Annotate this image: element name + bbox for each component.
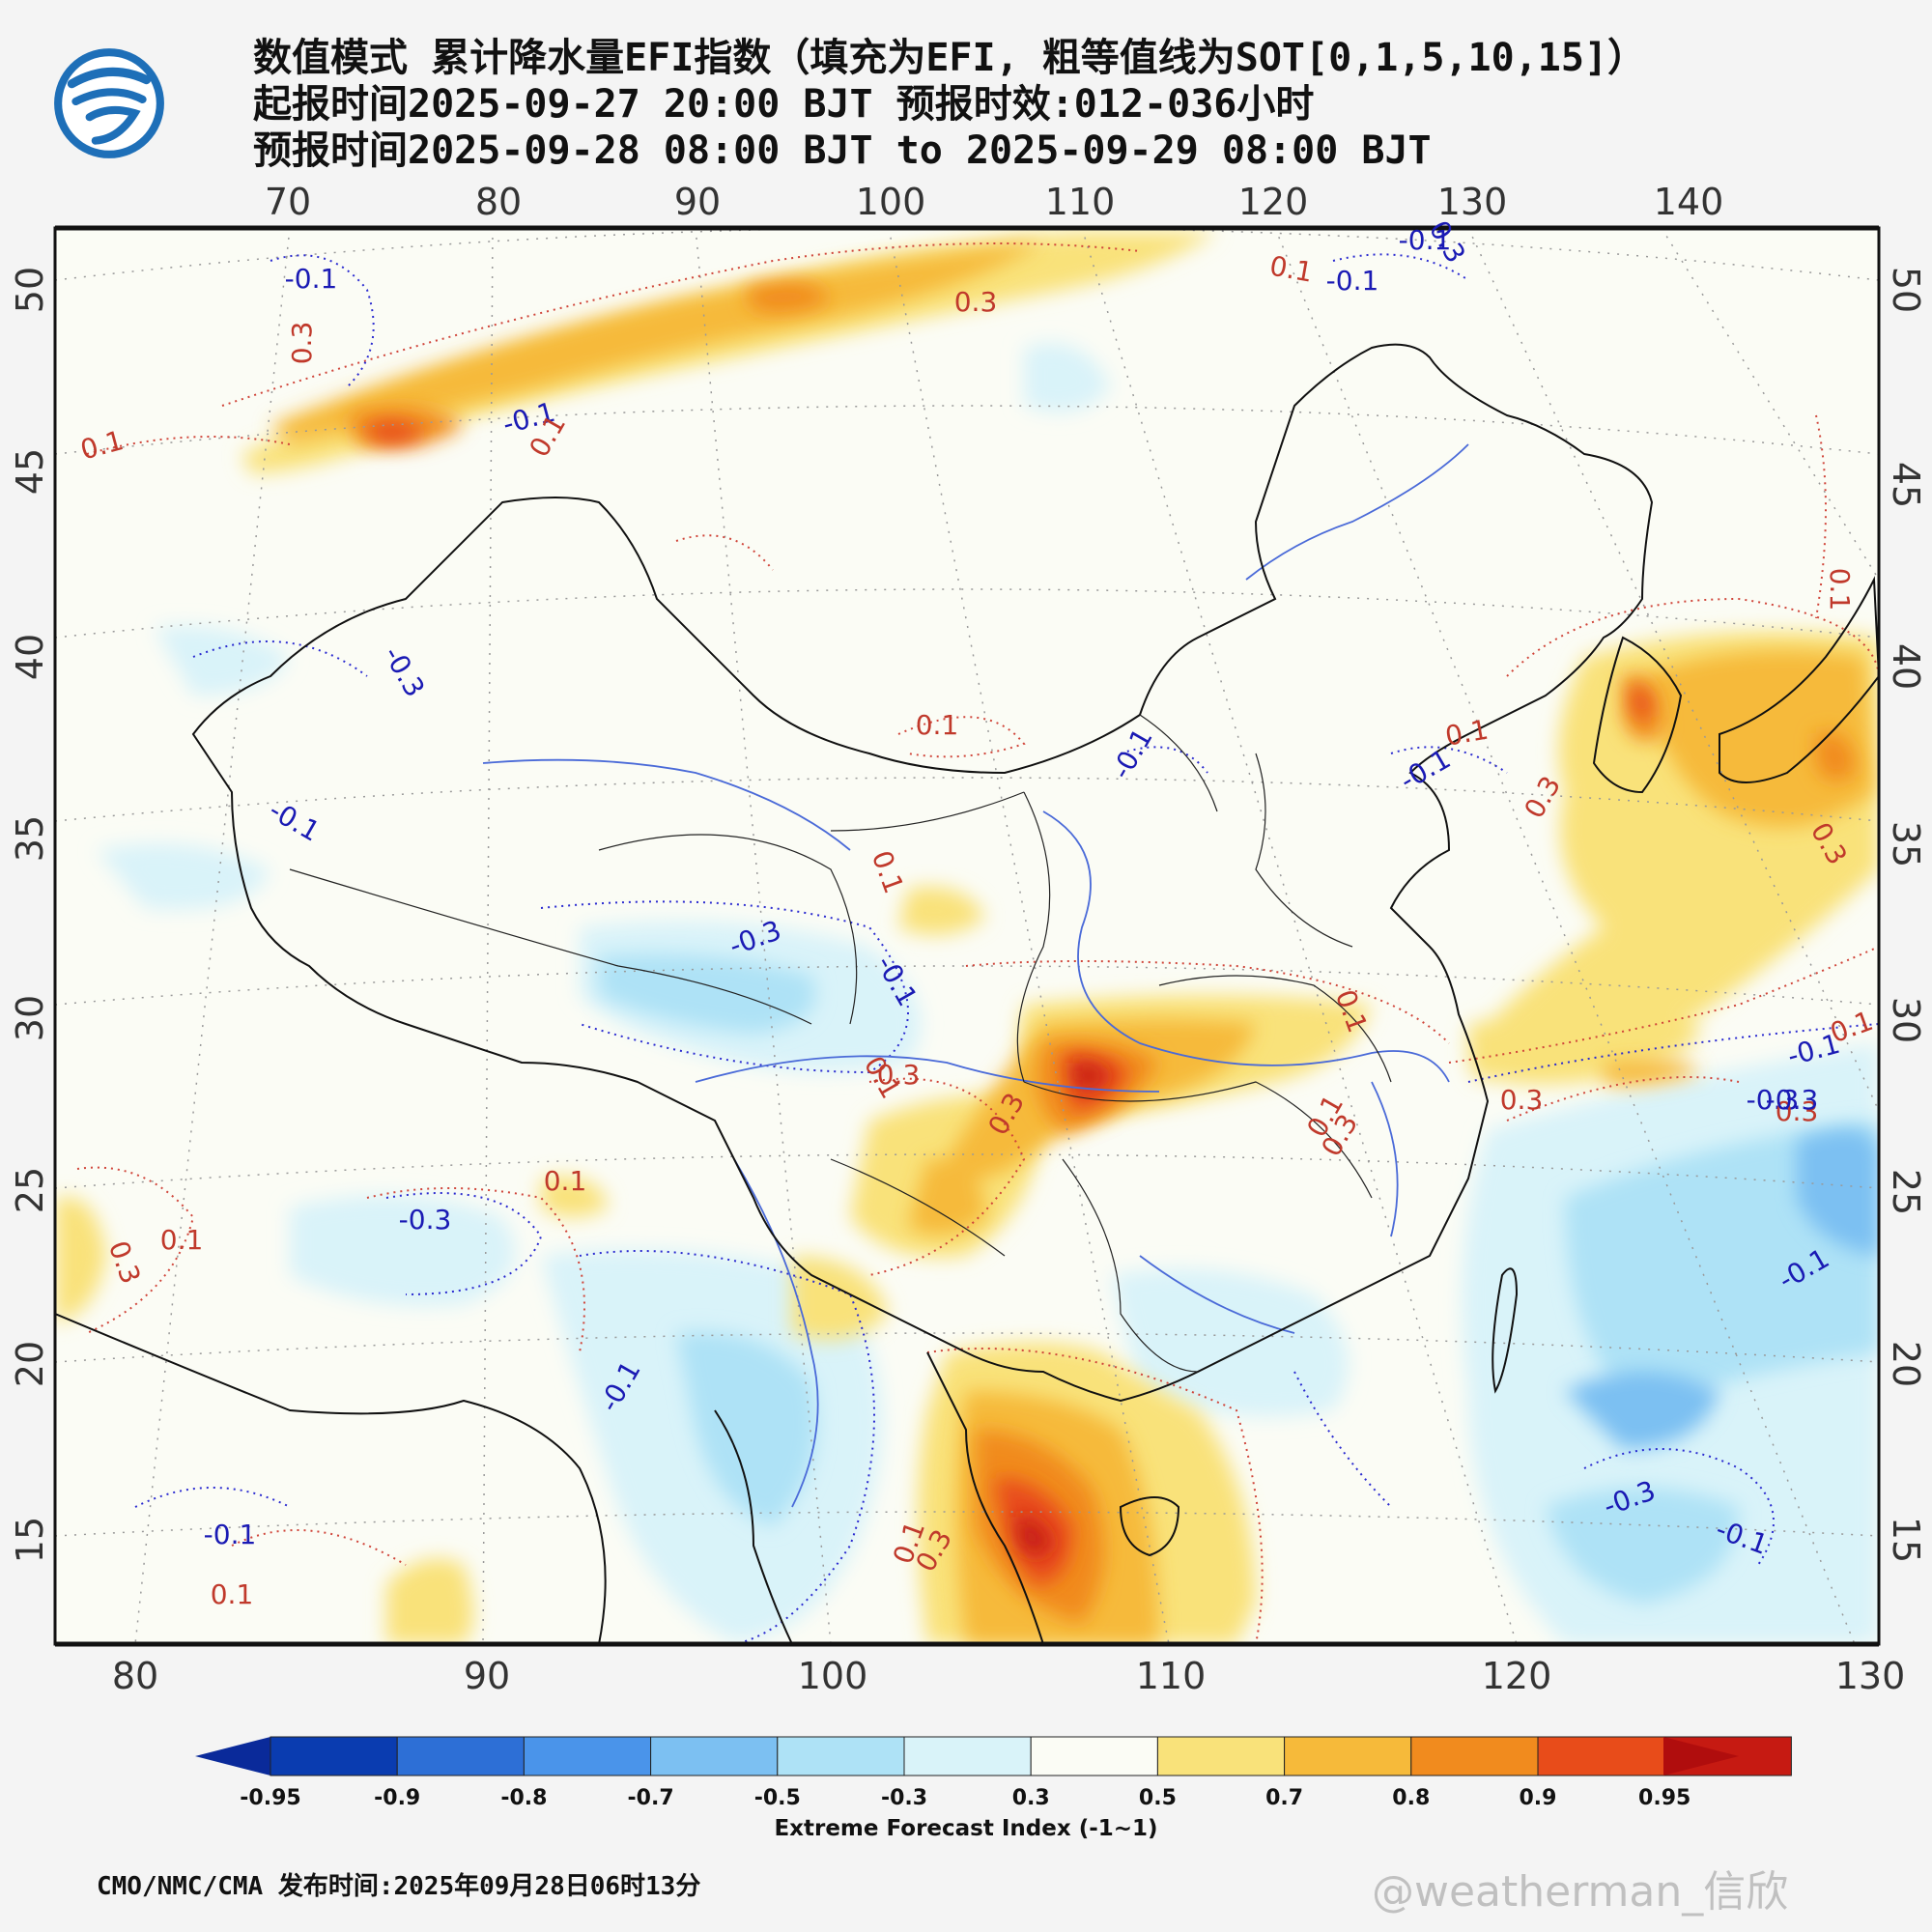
top-lon-tick: 140 [1654, 181, 1724, 223]
efi-negative-fill-2 [599, 953, 1879, 1604]
title-line-3: 预报时间2025-09-28 08:00 BJT to 2025-09-29 0… [253, 128, 1432, 173]
footer-source: CMO/NMC/CMA 发布时间:2025年09月28日06时13分 [97, 1872, 701, 1901]
contour-label: -0.3 [1766, 1084, 1819, 1116]
colorbar-label: -0.9 [374, 1786, 420, 1810]
efi-negative-fill-3 [1565, 1128, 1879, 1449]
colorbar-label: -0.3 [881, 1786, 927, 1810]
cma-logo [54, 48, 164, 158]
contour-label: 0.1 [1267, 250, 1316, 289]
contour-label: -0.1 [1399, 224, 1452, 256]
contour-label: 0.3 [1500, 1084, 1544, 1116]
contour-label: -0.3 [399, 1204, 452, 1236]
top-lon-tick: 120 [1238, 181, 1309, 223]
bottom-lon-tick: 80 [112, 1655, 158, 1697]
contour-label: 0.3 [954, 286, 998, 318]
colorbar-label: 0.9 [1520, 1786, 1557, 1810]
top-lon-tick: 80 [475, 181, 522, 223]
top-lon-tick: 100 [856, 181, 926, 223]
top-longitude-ticks: 70 80 90 100 110 120 130 140 [265, 181, 1723, 223]
top-lon-tick: 130 [1437, 181, 1508, 223]
colorbar-label: -0.5 [754, 1786, 801, 1810]
title-line-1: 数值模式 累计降水量EFI指数（填充为EFI, 粗等值线为SOT[0,1,5,1… [253, 36, 1647, 80]
left-latitude-ticks: 50 45 40 35 30 25 20 15 [9, 267, 51, 1563]
colorbar-box [270, 1736, 398, 1776]
colorbar-box [777, 1736, 905, 1776]
contour-label: 0.3 [1776, 1095, 1819, 1127]
left-lat-tick: 15 [9, 1517, 51, 1563]
left-lat-tick: 30 [9, 995, 51, 1041]
contour-label: -0.1 [285, 263, 338, 295]
contours-negative [134, 253, 1879, 1644]
colorbar-high-arrow [1663, 1737, 1739, 1776]
colorbar-box [650, 1736, 779, 1776]
colorbar-box [1284, 1736, 1412, 1776]
contour-label: 0.1 [916, 709, 959, 741]
colorbar-box [1537, 1736, 1665, 1776]
colorbar-title: Extreme Forecast Index (-1~1) [774, 1816, 1157, 1841]
colorbar-label: 0.5 [1139, 1786, 1177, 1810]
contour-label: 0.1 [160, 1224, 204, 1256]
rivers [482, 443, 1469, 1508]
left-lat-tick: 45 [9, 448, 51, 495]
right-lat-tick: 40 [1885, 643, 1927, 690]
left-lat-tick: 50 [9, 267, 51, 313]
contour-label: 0.3 [877, 1059, 921, 1091]
title-line-2: 起报时间2025-09-27 20:00 BJT 预报时效:012-036小时 [253, 82, 1315, 127]
contour-label: -0.1 [1326, 265, 1379, 297]
right-lat-tick: 45 [1885, 462, 1927, 508]
contours-positive [76, 242, 1879, 1644]
watermark-text: @weatherman_信欣 [1372, 1867, 1789, 1917]
bottom-lon-tick: 100 [798, 1655, 868, 1697]
contour-label: -0.3 [1747, 1084, 1800, 1116]
graticule [55, 228, 1879, 1644]
top-lon-tick: 90 [674, 181, 721, 223]
efi-positive-fill-09 [1014, 1063, 1111, 1555]
right-lat-tick: 20 [1885, 1341, 1927, 1387]
contour-label: -0.1 [204, 1519, 257, 1550]
left-lat-tick: 40 [9, 634, 51, 680]
colorbar-box [1030, 1736, 1158, 1776]
contour-label: 0.3 [286, 322, 318, 365]
colorbar-label: -0.95 [240, 1786, 300, 1810]
contour-label: 0.1 [1824, 568, 1856, 611]
colorbar-label: 0.3 [1012, 1786, 1050, 1810]
colorbar-label: 0.8 [1392, 1786, 1430, 1810]
right-latitude-ticks: 50 45 40 35 30 25 20 15 [1885, 267, 1927, 1563]
left-lat-tick: 20 [9, 1341, 51, 1387]
bottom-lon-tick: 130 [1835, 1655, 1906, 1697]
top-lon-tick: 70 [265, 181, 311, 223]
colorbar-box [396, 1736, 525, 1776]
bottom-lon-tick: 90 [464, 1655, 510, 1697]
boundaries [55, 343, 1879, 1644]
colorbar-label: 0.95 [1638, 1786, 1690, 1810]
top-lon-tick: 110 [1045, 181, 1116, 223]
colorbar-box [1410, 1736, 1539, 1776]
right-lat-tick: 50 [1885, 267, 1927, 313]
right-lat-tick: 30 [1885, 997, 1927, 1043]
contour-label: 0.1 [544, 1165, 587, 1197]
bottom-lon-tick: 120 [1482, 1655, 1552, 1697]
right-lat-tick: 15 [1885, 1517, 1927, 1563]
colorbar-label: 0.7 [1265, 1786, 1303, 1810]
right-lat-tick: 25 [1885, 1169, 1927, 1215]
left-lat-tick: 35 [9, 815, 51, 862]
left-lat-tick: 25 [9, 1167, 51, 1213]
right-lat-tick: 35 [1885, 821, 1927, 867]
contour-label: 0.1 [1443, 714, 1492, 753]
colorbar-label: -0.8 [500, 1786, 547, 1810]
colorbar-box [1156, 1736, 1286, 1776]
colorbar-box [903, 1736, 1032, 1776]
colorbar-low-arrow [195, 1737, 270, 1776]
colorbar: -0.95 -0.9 -0.8 -0.7 -0.5 -0.3 0.3 0.5 0.7 0.8 0.9… [195, 1736, 1792, 1841]
bottom-longitude-ticks: 80 90 100 110 120 130 [112, 1655, 1905, 1697]
bottom-lon-tick: 110 [1136, 1655, 1207, 1697]
colorbar-label: -0.7 [628, 1786, 674, 1810]
province-lines [289, 714, 1392, 1373]
contour-label: 0.1 [211, 1578, 254, 1610]
colorbar-box [523, 1736, 652, 1776]
